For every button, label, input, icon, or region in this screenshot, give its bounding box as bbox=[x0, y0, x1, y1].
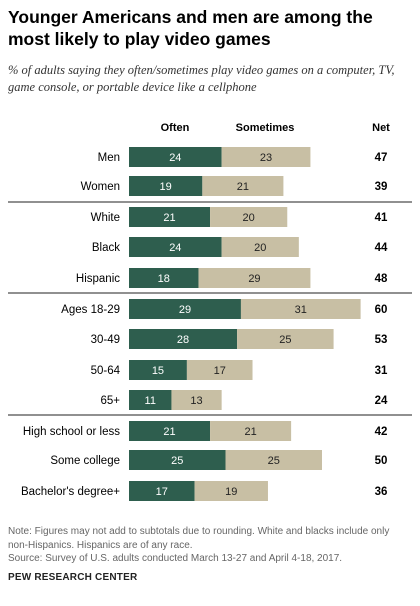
category-label: Women bbox=[81, 181, 120, 193]
net-value: 39 bbox=[375, 181, 388, 193]
value-label-sometimes: 25 bbox=[268, 455, 280, 467]
bar-sometimes bbox=[171, 390, 222, 410]
bar-often bbox=[129, 360, 187, 380]
bar-sometimes bbox=[202, 176, 284, 196]
net-value: 36 bbox=[375, 486, 388, 498]
value-label-sometimes: 20 bbox=[243, 212, 255, 224]
category-label: Ages 18-29 bbox=[61, 304, 120, 316]
bar-sometimes bbox=[225, 450, 322, 470]
value-label-sometimes: 13 bbox=[190, 395, 202, 407]
value-label-sometimes: 19 bbox=[225, 486, 237, 498]
chart-row: Bachelor's degree+ 17 19 36 bbox=[21, 481, 387, 501]
chart-row: White 21 20 41 bbox=[91, 207, 388, 227]
value-label-often: 25 bbox=[171, 455, 183, 467]
header-often: Often bbox=[161, 122, 190, 134]
net-value: 60 bbox=[375, 304, 388, 316]
header-net: Net bbox=[372, 122, 390, 134]
bar-sometimes bbox=[186, 360, 253, 380]
bar-sometimes bbox=[210, 421, 292, 441]
value-label-often: 11 bbox=[145, 395, 156, 407]
value-label-often: 19 bbox=[160, 181, 172, 193]
category-label: 30-49 bbox=[91, 334, 120, 346]
value-label-sometimes: 21 bbox=[244, 426, 256, 438]
chart-row: 65+ 11 13 24 bbox=[100, 390, 388, 410]
value-label-sometimes: 31 bbox=[295, 304, 307, 316]
bar-sometimes bbox=[240, 299, 361, 319]
net-value: 31 bbox=[375, 365, 388, 377]
chart-row: 30-49 28 25 53 bbox=[91, 329, 388, 349]
chart-note: Note: Figures may not add to subtotals d… bbox=[8, 526, 390, 551]
bar-sometimes bbox=[237, 329, 334, 349]
bar-often bbox=[129, 237, 222, 257]
net-value: 24 bbox=[375, 395, 388, 407]
net-value: 41 bbox=[375, 212, 388, 224]
header-sometimes: Sometimes bbox=[236, 122, 295, 134]
net-value: 53 bbox=[375, 334, 388, 346]
category-label: 50-64 bbox=[91, 365, 121, 377]
category-label: 65+ bbox=[100, 395, 120, 407]
chart-row: Men 24 23 47 bbox=[98, 147, 388, 167]
value-label-sometimes: 17 bbox=[214, 365, 226, 377]
value-label-often: 21 bbox=[163, 426, 175, 438]
bar-often bbox=[129, 176, 203, 196]
bar-often bbox=[129, 450, 226, 470]
value-label-sometimes: 20 bbox=[254, 242, 266, 254]
category-label: Men bbox=[98, 152, 120, 164]
chart-subtitle: % of adults saying they often/sometimes … bbox=[8, 63, 395, 94]
net-value: 47 bbox=[375, 152, 388, 164]
bar-often bbox=[129, 481, 195, 501]
bar-sometimes bbox=[198, 268, 311, 288]
bar-often bbox=[129, 390, 172, 410]
bar-often bbox=[129, 268, 199, 288]
chart-row: Some college 25 25 50 bbox=[50, 450, 387, 470]
value-label-often: 29 bbox=[179, 304, 191, 316]
value-label-often: 28 bbox=[177, 334, 189, 346]
bar-often bbox=[129, 421, 211, 441]
value-label-sometimes: 29 bbox=[248, 273, 260, 285]
bar-often bbox=[129, 147, 222, 167]
category-label: Some college bbox=[50, 455, 120, 467]
value-label-often: 21 bbox=[163, 212, 175, 224]
value-label-sometimes: 21 bbox=[237, 181, 249, 193]
category-label: Hispanic bbox=[76, 273, 120, 285]
pew-logo-text: PEW RESEARCH CENTER bbox=[8, 572, 138, 583]
net-value: 42 bbox=[375, 426, 388, 438]
value-label-sometimes: 25 bbox=[279, 334, 291, 346]
bar-often bbox=[129, 329, 238, 349]
bar-often bbox=[129, 207, 211, 227]
net-value: 48 bbox=[375, 273, 388, 285]
chart-row: Women 19 21 39 bbox=[81, 176, 388, 196]
value-label-often: 15 bbox=[152, 365, 164, 377]
bar-sometimes bbox=[221, 237, 299, 257]
value-label-often: 17 bbox=[156, 486, 168, 498]
chart-row: 50-64 15 17 31 bbox=[91, 360, 388, 380]
category-label: Bachelor's degree+ bbox=[21, 486, 120, 498]
chart-row: High school or less 21 21 42 bbox=[23, 421, 388, 441]
bar-sometimes bbox=[221, 147, 311, 167]
chart-row: Black 24 20 44 bbox=[92, 237, 388, 257]
page-title: Younger Americans and men are among the … bbox=[8, 7, 373, 49]
net-value: 44 bbox=[375, 242, 388, 254]
bar-often bbox=[129, 299, 241, 319]
value-label-often: 24 bbox=[169, 152, 181, 164]
value-label-often: 18 bbox=[158, 273, 170, 285]
bar-sometimes bbox=[210, 207, 288, 227]
chart-row: Hispanic 18 29 48 bbox=[76, 268, 388, 288]
bar-sometimes bbox=[194, 481, 268, 501]
category-label: High school or less bbox=[23, 426, 120, 438]
net-value: 50 bbox=[375, 455, 388, 467]
chart-source: Source: Survey of U.S. adults conducted … bbox=[8, 553, 343, 564]
chart-row: Ages 18-29 29 31 60 bbox=[61, 299, 387, 319]
value-label-often: 24 bbox=[169, 242, 181, 254]
category-label: White bbox=[91, 212, 120, 224]
category-label: Black bbox=[92, 242, 120, 254]
value-label-sometimes: 23 bbox=[260, 152, 272, 164]
